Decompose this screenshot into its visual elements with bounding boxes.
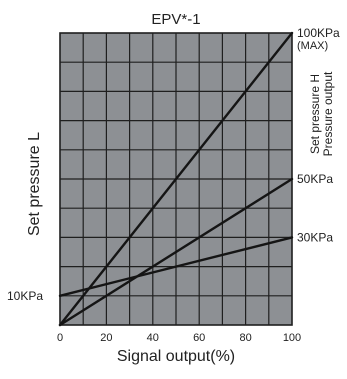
series-line-100kpa: [58, 31, 294, 327]
series-end-sublabel: (MAX): [297, 40, 328, 52]
series-lines: [58, 31, 294, 327]
series-line-50kpa: [58, 177, 294, 327]
series-end-label: 100KPa: [297, 26, 340, 40]
left-annotation-label: 10KPa: [7, 289, 43, 303]
x-tick-label: 0: [57, 332, 63, 344]
chart-title: EPV*-1: [151, 11, 200, 28]
x-tick-label: 80: [239, 332, 251, 344]
x-tick-label: 20: [100, 332, 112, 344]
x-tick-label: 40: [147, 332, 159, 344]
series-end-label: 30KPa: [297, 230, 333, 244]
series-end-label: 50KPa: [297, 172, 333, 186]
x-tick-label: 100: [283, 332, 301, 344]
series-labels: 100KPa(MAX) 50KPa 30KPa: [297, 26, 340, 244]
right-axis-label-line2: Pressure output: [321, 71, 335, 156]
series-line-30kpa: [58, 236, 294, 297]
right-axis-label-line1: Set pressure H: [308, 74, 322, 154]
x-axis-label: Signal output(%): [117, 348, 235, 365]
y-axis-label: Set pressure L: [26, 132, 43, 236]
x-tick-labels: 0 20 40 60 80 100: [57, 332, 301, 344]
grid-lines: [60, 33, 292, 325]
x-tick-label: 60: [193, 332, 205, 344]
